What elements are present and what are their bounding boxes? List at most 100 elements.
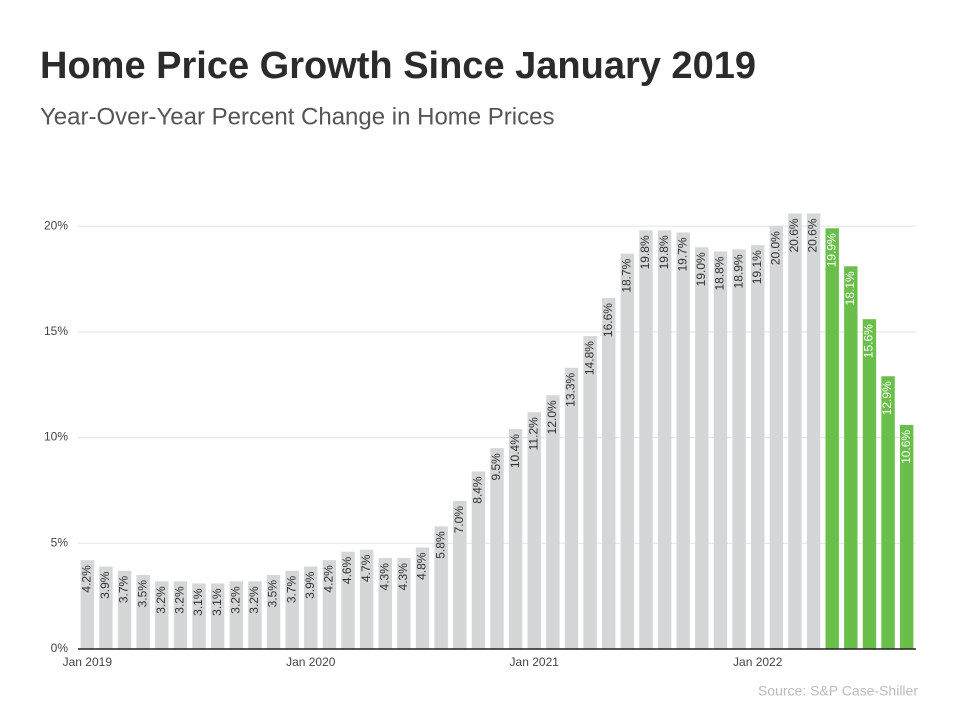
bar (117, 570, 132, 649)
bar (285, 570, 299, 649)
bar (266, 575, 281, 649)
data-label: 20.6% (787, 218, 801, 252)
data-label: 15.6% (862, 324, 876, 358)
data-label: 3.1% (191, 588, 205, 616)
bar (341, 551, 355, 649)
data-label: 18.7% (620, 258, 634, 292)
data-label: 5.8% (433, 531, 447, 559)
bar (602, 298, 616, 649)
data-label: 3.7% (117, 575, 131, 603)
data-label: 18.8% (713, 256, 727, 290)
bar (415, 547, 430, 649)
x-tick-label: Jan 2020 (286, 655, 336, 669)
data-label: 11.2% (526, 417, 540, 450)
y-tick-label: 20% (44, 218, 68, 232)
data-label: 3.2% (247, 586, 261, 614)
y-tick-label: 5% (51, 535, 69, 549)
bar (192, 583, 206, 649)
bar (397, 558, 411, 649)
bar (844, 266, 858, 649)
bar (676, 232, 690, 649)
bar (564, 367, 579, 649)
chart-subtitle: Year-Over-Year Percent Change in Home Pr… (40, 103, 554, 130)
data-label: 19.0% (694, 252, 708, 286)
bar (620, 253, 635, 649)
bar (732, 249, 746, 649)
bar (434, 526, 448, 649)
source-note: Source: S&P Case-Shiller (758, 683, 918, 699)
data-label: 19.8% (638, 235, 652, 269)
bar (881, 376, 895, 649)
data-label: 4.6% (340, 556, 354, 584)
data-label: 3.1% (210, 588, 224, 616)
bar (639, 230, 653, 649)
bar (490, 448, 504, 649)
data-label: 3.5% (266, 580, 280, 608)
data-label: 4.3% (396, 563, 410, 591)
bar (751, 245, 765, 649)
data-label: 4.3% (377, 563, 391, 591)
data-label: 9.5% (489, 453, 503, 481)
data-label: 19.9% (824, 233, 838, 267)
data-label: 4.7% (359, 554, 373, 582)
bar (825, 228, 839, 649)
data-label: 3.2% (173, 586, 187, 614)
data-label: 19.1% (750, 250, 764, 284)
bar (806, 213, 821, 649)
data-label: 19.8% (657, 235, 671, 269)
data-label: 3.5% (135, 580, 149, 608)
y-tick-label: 15% (44, 324, 68, 338)
bar (378, 558, 392, 649)
data-label: 3.9% (98, 571, 112, 599)
data-label: 13.3% (564, 372, 578, 406)
data-label: 12.0% (545, 400, 559, 434)
data-label: 8.4% (471, 476, 485, 504)
y-tick-label: 10% (44, 430, 68, 444)
bar (304, 566, 318, 649)
data-label: 14.8% (582, 341, 596, 375)
data-label: 7.0% (452, 506, 466, 534)
bar (508, 429, 523, 649)
data-label: 3.7% (284, 575, 298, 603)
data-label: 16.6% (601, 303, 615, 337)
bar (80, 560, 95, 649)
bar (248, 581, 262, 649)
data-label: 10.4% (508, 434, 522, 468)
data-label: 4.2% (79, 565, 93, 593)
bar (657, 230, 672, 649)
data-label: 19.7% (675, 237, 689, 271)
x-tick-label: Jan 2021 (510, 655, 560, 669)
y-tick-label: 0% (51, 641, 69, 655)
data-label: 4.8% (415, 552, 429, 580)
bar (695, 247, 709, 650)
data-label: 20.0% (769, 231, 783, 265)
x-tick-label: Jan 2019 (63, 655, 113, 669)
bar (229, 581, 243, 649)
data-label: 4.2% (322, 565, 336, 593)
bar (862, 319, 877, 649)
bar (359, 549, 374, 649)
bar (322, 560, 337, 649)
data-label: 3.2% (154, 586, 168, 614)
data-label: 3.2% (228, 586, 242, 614)
data-label: 20.6% (806, 218, 820, 252)
bar (713, 251, 728, 649)
x-tick-label: Jan 2022 (733, 655, 783, 669)
bar (173, 581, 188, 649)
bar (527, 412, 541, 649)
bar (583, 336, 597, 649)
data-label: 18.9% (731, 254, 745, 288)
bar (899, 424, 914, 649)
bar (453, 501, 467, 649)
data-label: 18.1% (843, 271, 857, 305)
bar (788, 213, 802, 649)
bar (471, 471, 486, 649)
bar (99, 566, 113, 649)
bar (769, 226, 784, 649)
bar (546, 395, 560, 649)
bar (210, 583, 225, 649)
data-label: 3.9% (303, 571, 317, 599)
data-label: 12.9% (880, 381, 894, 415)
data-label: 10.6% (899, 430, 913, 464)
chart-title: Home Price Growth Since January 2019 (40, 45, 756, 87)
